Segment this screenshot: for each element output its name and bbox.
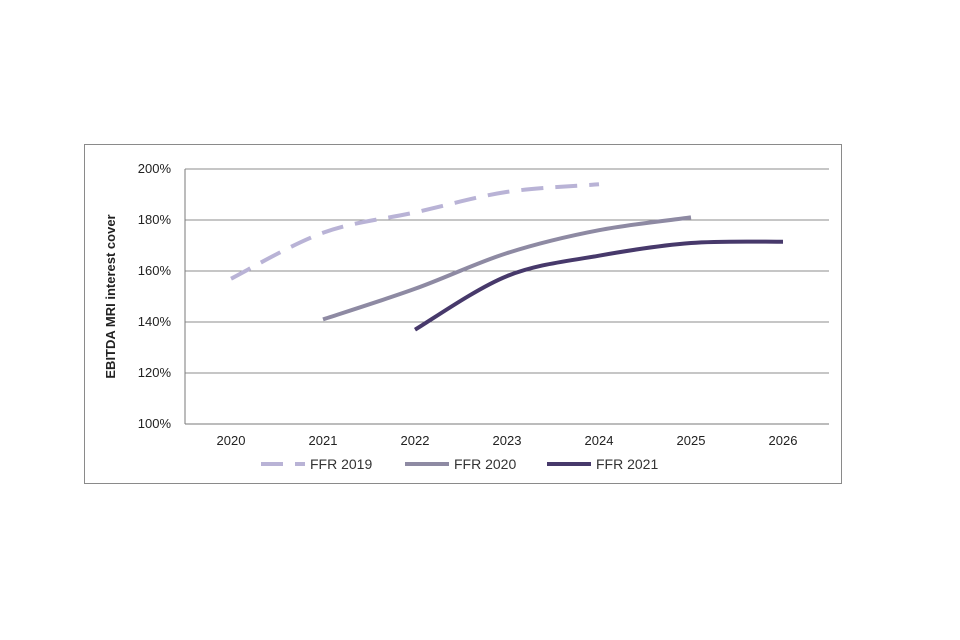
series-line-ffr-2021 xyxy=(413,239,784,332)
y-tick-label: 180% xyxy=(138,212,172,227)
x-tick-label: 2020 xyxy=(217,433,246,448)
y-axis-title: EBITDA MRI interest cover xyxy=(103,214,118,378)
y-tick-label: 120% xyxy=(138,365,172,380)
x-tick-label: 2024 xyxy=(585,433,614,448)
chart-frame: 100% 120% 140% 160% 180% 200% 2020 2021 2022 2023… xyxy=(84,144,842,484)
y-tick-label: 140% xyxy=(138,314,172,329)
x-tick-label: 2022 xyxy=(401,433,430,448)
y-tick-label: 200% xyxy=(138,161,172,176)
y-tick-label: 100% xyxy=(138,416,172,431)
legend-label-ffr-2019: FFR 2019 xyxy=(310,456,372,472)
x-tick-label: 2023 xyxy=(493,433,522,448)
x-tick-label: 2025 xyxy=(677,433,706,448)
line-chart: 100% 120% 140% 160% 180% 200% 2020 2021 2022 2023… xyxy=(103,161,829,472)
y-tick-label: 160% xyxy=(138,263,172,278)
legend-label-ffr-2021: FFR 2021 xyxy=(596,456,658,472)
series-line-ffr-2020 xyxy=(322,215,692,322)
series-line-ffr-2019 xyxy=(230,182,600,281)
x-tick-label: 2026 xyxy=(769,433,798,448)
x-tick-label: 2021 xyxy=(309,433,338,448)
legend-label-ffr-2020: FFR 2020 xyxy=(454,456,516,472)
